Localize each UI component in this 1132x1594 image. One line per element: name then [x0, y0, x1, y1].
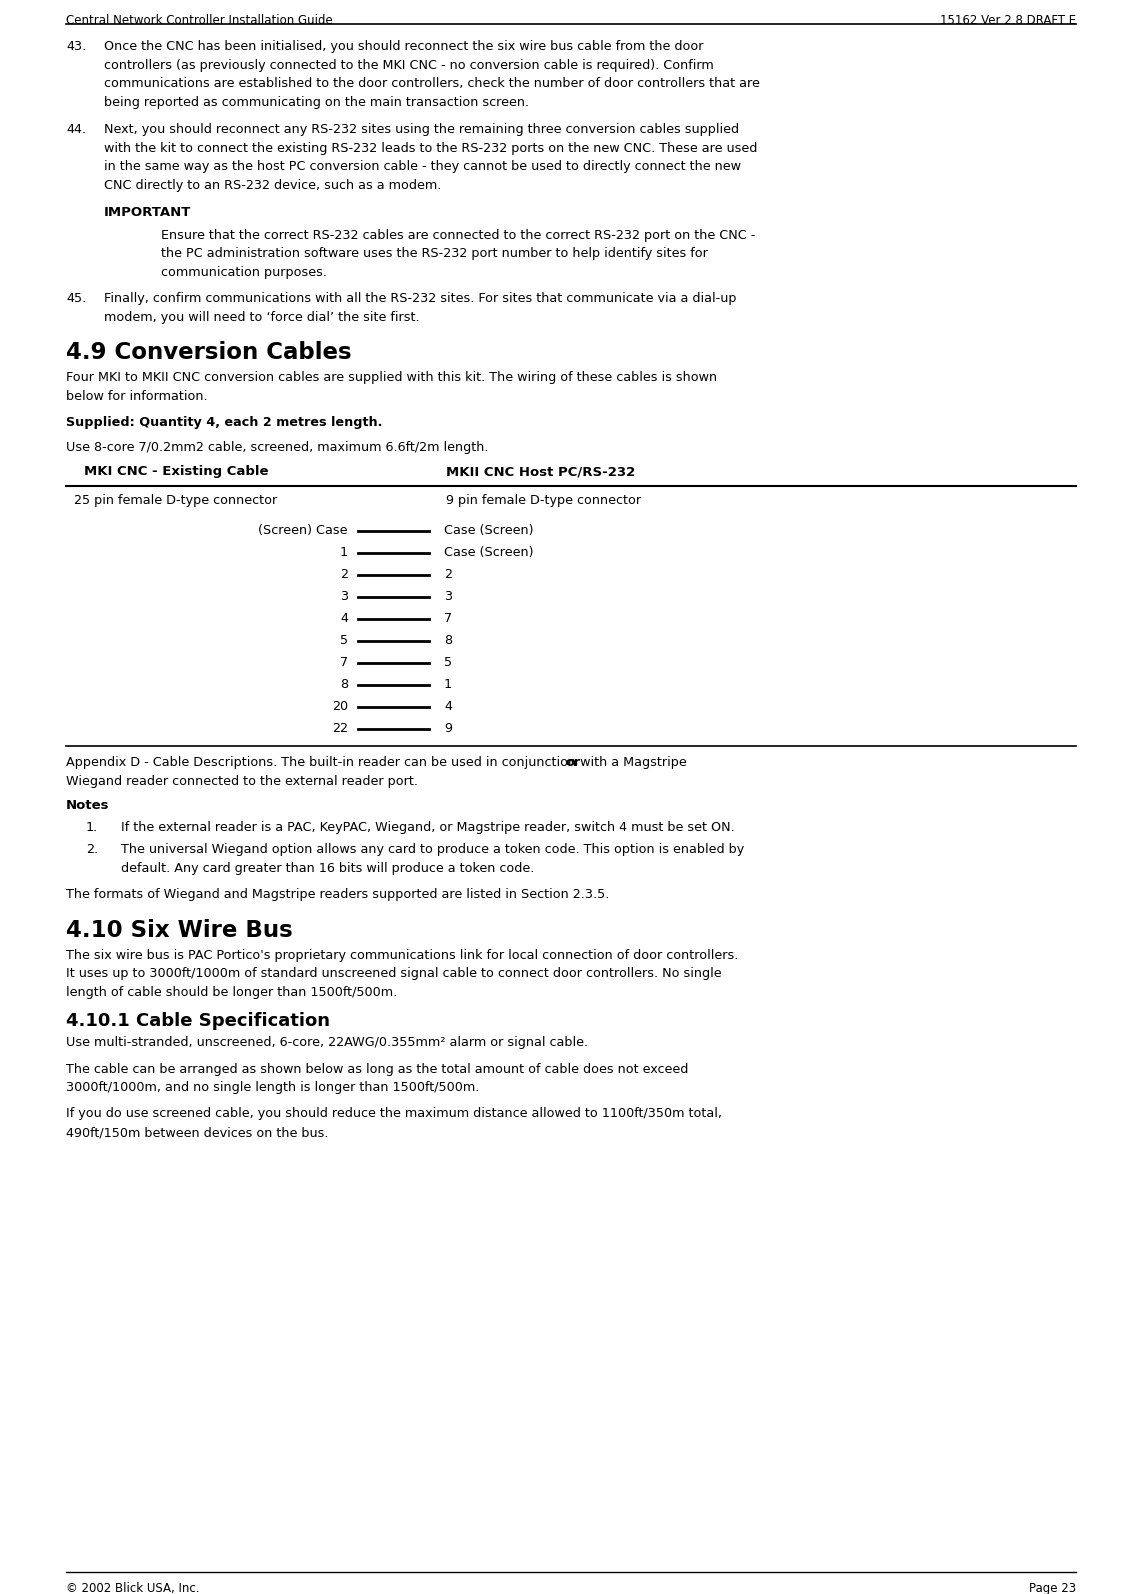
- Text: If the external reader is a PAC, KeyPAC, Wiegand, or Magstripe reader, switch 4 : If the external reader is a PAC, KeyPAC,…: [121, 821, 735, 834]
- Text: 9: 9: [444, 722, 452, 735]
- Text: 8: 8: [340, 677, 348, 692]
- Text: The six wire bus is PAC Portico's proprietary communications link for local conn: The six wire bus is PAC Portico's propri…: [66, 948, 738, 961]
- Text: 2.: 2.: [86, 843, 98, 856]
- Text: 22: 22: [332, 722, 348, 735]
- Text: 4.10.1 Cable Specification: 4.10.1 Cable Specification: [66, 1012, 331, 1030]
- Text: Finally, confirm communications with all the RS-232 sites. For sites that commun: Finally, confirm communications with all…: [104, 292, 737, 304]
- Text: modem, you will need to ‘force dial’ the site first.: modem, you will need to ‘force dial’ the…: [104, 311, 420, 324]
- Text: 490ft/150m between devices on the bus.: 490ft/150m between devices on the bus.: [66, 1125, 328, 1140]
- Text: The formats of Wiegand and Magstripe readers supported are listed in Section 2.3: The formats of Wiegand and Magstripe rea…: [66, 888, 609, 901]
- Text: Central Network Controller Installation Guide: Central Network Controller Installation …: [66, 14, 333, 27]
- Text: CNC directly to an RS-232 device, such as a modem.: CNC directly to an RS-232 device, such a…: [104, 179, 441, 191]
- Text: 7: 7: [340, 657, 348, 669]
- Text: 25 pin female D-type connector: 25 pin female D-type connector: [74, 494, 277, 507]
- Text: 45.: 45.: [66, 292, 86, 304]
- Text: © 2002 Blick USA, Inc.: © 2002 Blick USA, Inc.: [66, 1581, 199, 1594]
- Text: with the kit to connect the existing RS-232 leads to the RS-232 ports on the new: with the kit to connect the existing RS-…: [104, 142, 757, 155]
- Text: in the same way as the host PC conversion cable - they cannot be used to directl: in the same way as the host PC conversio…: [104, 159, 741, 174]
- Text: It uses up to 3000ft/1000m of standard unscreened signal cable to connect door c: It uses up to 3000ft/1000m of standard u…: [66, 968, 721, 980]
- Text: 5: 5: [444, 657, 452, 669]
- Text: Wiegand reader connected to the external reader port.: Wiegand reader connected to the external…: [66, 775, 418, 787]
- Text: 20: 20: [332, 700, 348, 713]
- Text: controllers (as previously connected to the MKI CNC - no conversion cable is req: controllers (as previously connected to …: [104, 59, 714, 72]
- Text: 8: 8: [444, 634, 452, 647]
- Text: Four MKI to MKII CNC conversion cables are supplied with this kit. The wiring of: Four MKI to MKII CNC conversion cables a…: [66, 371, 718, 384]
- Text: Case (Screen): Case (Screen): [444, 547, 533, 559]
- Text: being reported as communicating on the main transaction screen.: being reported as communicating on the m…: [104, 96, 529, 108]
- Text: The universal Wiegand option allows any card to produce a token code. This optio: The universal Wiegand option allows any …: [121, 843, 744, 856]
- Text: 1: 1: [444, 677, 452, 692]
- Text: 7: 7: [444, 612, 452, 625]
- Text: IMPORTANT: IMPORTANT: [104, 206, 191, 218]
- Text: Appendix D - Cable Descriptions. The built-in reader can be used in conjunction : Appendix D - Cable Descriptions. The bui…: [66, 756, 691, 768]
- Text: 3: 3: [444, 590, 452, 603]
- Text: 3: 3: [340, 590, 348, 603]
- Text: MKII CNC Host PC/RS-232: MKII CNC Host PC/RS-232: [446, 465, 635, 478]
- Text: 4: 4: [444, 700, 452, 713]
- Text: communications are established to the door controllers, check the number of door: communications are established to the do…: [104, 77, 760, 89]
- Text: The cable can be arranged as shown below as long as the total amount of cable do: The cable can be arranged as shown below…: [66, 1063, 688, 1076]
- Text: If you do use screened cable, you should reduce the maximum distance allowed to : If you do use screened cable, you should…: [66, 1108, 722, 1121]
- Text: 9 pin female D-type connector: 9 pin female D-type connector: [446, 494, 641, 507]
- Text: length of cable should be longer than 1500ft/500m.: length of cable should be longer than 15…: [66, 985, 397, 998]
- Text: default. Any card greater than 16 bits will produce a token code.: default. Any card greater than 16 bits w…: [121, 861, 534, 875]
- Text: Case (Screen): Case (Screen): [444, 524, 533, 537]
- Text: 43.: 43.: [66, 40, 86, 53]
- Text: 4.9 Conversion Cables: 4.9 Conversion Cables: [66, 341, 352, 363]
- Text: 4: 4: [340, 612, 348, 625]
- Text: Once the CNC has been initialised, you should reconnect the six wire bus cable f: Once the CNC has been initialised, you s…: [104, 40, 703, 53]
- Text: 15162 Ver 2.8 DRAFT E: 15162 Ver 2.8 DRAFT E: [940, 14, 1077, 27]
- Text: 3000ft/1000m, and no single length is longer than 1500ft/500m.: 3000ft/1000m, and no single length is lo…: [66, 1081, 479, 1093]
- Text: the PC administration software uses the RS-232 port number to help identify site: the PC administration software uses the …: [161, 247, 708, 260]
- Text: Ensure that the correct RS-232 cables are connected to the correct RS-232 port o: Ensure that the correct RS-232 cables ar…: [161, 228, 755, 242]
- Text: 44.: 44.: [66, 123, 86, 135]
- Text: 2: 2: [340, 567, 348, 580]
- Text: Use multi-stranded, unscreened, 6-core, 22AWG/0.355mm² alarm or signal cable.: Use multi-stranded, unscreened, 6-core, …: [66, 1036, 589, 1049]
- Text: Notes: Notes: [66, 799, 110, 811]
- Text: MKI CNC - Existing Cable: MKI CNC - Existing Cable: [84, 465, 268, 478]
- Text: 1: 1: [340, 547, 348, 559]
- Text: 1.: 1.: [86, 821, 98, 834]
- Text: or: or: [566, 756, 581, 768]
- Text: 4.10 Six Wire Bus: 4.10 Six Wire Bus: [66, 918, 293, 942]
- Text: (Screen) Case: (Screen) Case: [258, 524, 348, 537]
- Text: 2: 2: [444, 567, 452, 580]
- Text: below for information.: below for information.: [66, 389, 207, 403]
- Text: Supplied: Quantity 4, each 2 metres length.: Supplied: Quantity 4, each 2 metres leng…: [66, 416, 383, 429]
- Text: Next, you should reconnect any RS-232 sites using the remaining three conversion: Next, you should reconnect any RS-232 si…: [104, 123, 739, 135]
- Text: 5: 5: [340, 634, 348, 647]
- Text: Page 23: Page 23: [1029, 1581, 1077, 1594]
- Text: Use 8-core 7/0.2mm2 cable, screened, maximum 6.6ft/2m length.: Use 8-core 7/0.2mm2 cable, screened, max…: [66, 440, 489, 454]
- Text: communication purposes.: communication purposes.: [161, 266, 327, 279]
